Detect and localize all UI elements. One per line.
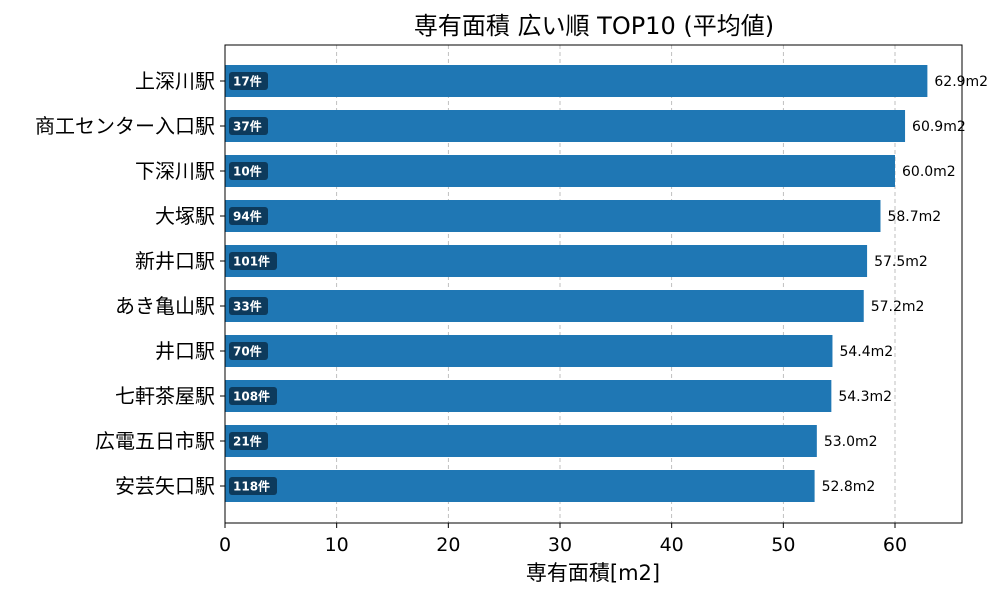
- x-tick-label: 50: [771, 534, 795, 556]
- bar: [225, 425, 817, 457]
- y-tick-label: 上深川駅: [135, 69, 215, 93]
- count-badge: [229, 207, 268, 225]
- value-label: 57.2m2: [871, 299, 925, 315]
- bar: [225, 155, 895, 187]
- count-label: 21件: [233, 434, 262, 449]
- value-label: 60.0m2: [902, 164, 956, 180]
- count-label: 94件: [233, 209, 262, 224]
- x-tick-label: 40: [660, 534, 684, 556]
- x-axis-ticks: 0 10 20 30 40 50 60: [219, 523, 907, 556]
- bar: [225, 290, 864, 322]
- y-tick-label: 新井口駅: [135, 249, 215, 273]
- chart-title: 専有面積 広い順 TOP10 (平均値): [414, 12, 774, 40]
- y-tick-label: 大塚駅: [155, 204, 215, 228]
- x-tick-label: 10: [325, 534, 349, 556]
- count-label: 37件: [233, 119, 262, 134]
- value-label: 54.3m2: [838, 389, 892, 405]
- plot-frame: [224, 44, 963, 524]
- x-tick-label: 0: [219, 534, 231, 556]
- count-badge: [229, 297, 268, 315]
- x-axis-label: 専有面積[m2]: [526, 561, 660, 585]
- y-tick-label: 広電五日市駅: [95, 429, 215, 453]
- count-badge: [229, 477, 277, 495]
- value-label: 58.7m2: [887, 209, 941, 225]
- bar: [225, 65, 928, 97]
- count-label: 17件: [233, 74, 262, 89]
- bars-group: 17件 62.9m2 37件 60.9m2 10件 60.0m2 94件 58.7m2 101件…: [225, 65, 988, 502]
- count-label: 10件: [233, 164, 262, 179]
- count-badge: [229, 162, 268, 180]
- x-tick-label: 20: [436, 534, 460, 556]
- count-badge: [229, 252, 277, 270]
- y-tick-label: 井口駅: [155, 339, 215, 363]
- y-tick-label: 安芸矢口駅: [115, 474, 215, 498]
- count-label: 118件: [233, 479, 270, 494]
- value-label: 62.9m2: [934, 74, 988, 90]
- bar: [225, 470, 815, 502]
- count-badge: [229, 117, 268, 135]
- y-axis-ticks: 上深川駅商工センター入口駅下深川駅大塚駅新井口駅あき亀山駅井口駅七軒茶屋駅広電五…: [35, 69, 225, 498]
- count-label: 70件: [233, 344, 262, 359]
- bar: [225, 380, 832, 412]
- value-label: 54.4m2: [839, 344, 893, 360]
- count-badge: [229, 342, 268, 360]
- count-badge: [229, 72, 268, 90]
- value-label: 52.8m2: [822, 479, 876, 495]
- x-tick-label: 30: [548, 534, 572, 556]
- bar: [225, 245, 868, 277]
- value-label: 60.9m2: [912, 119, 966, 135]
- count-badge: [229, 432, 268, 450]
- x-tick-label: 60: [883, 534, 907, 556]
- bar: [225, 110, 906, 142]
- count-badge: [229, 387, 277, 405]
- bar: [225, 200, 881, 232]
- count-label: 33件: [233, 299, 262, 314]
- y-tick-label: 下深川駅: [135, 159, 215, 183]
- count-label: 108件: [233, 389, 270, 404]
- y-tick-label: 七軒茶屋駅: [115, 384, 215, 408]
- y-tick-label: 商工センター入口駅: [35, 114, 215, 138]
- value-label: 57.5m2: [874, 254, 928, 270]
- value-label: 53.0m2: [824, 434, 878, 450]
- bar: [225, 335, 833, 367]
- y-tick-label: あき亀山駅: [115, 294, 215, 318]
- count-label: 101件: [233, 254, 270, 269]
